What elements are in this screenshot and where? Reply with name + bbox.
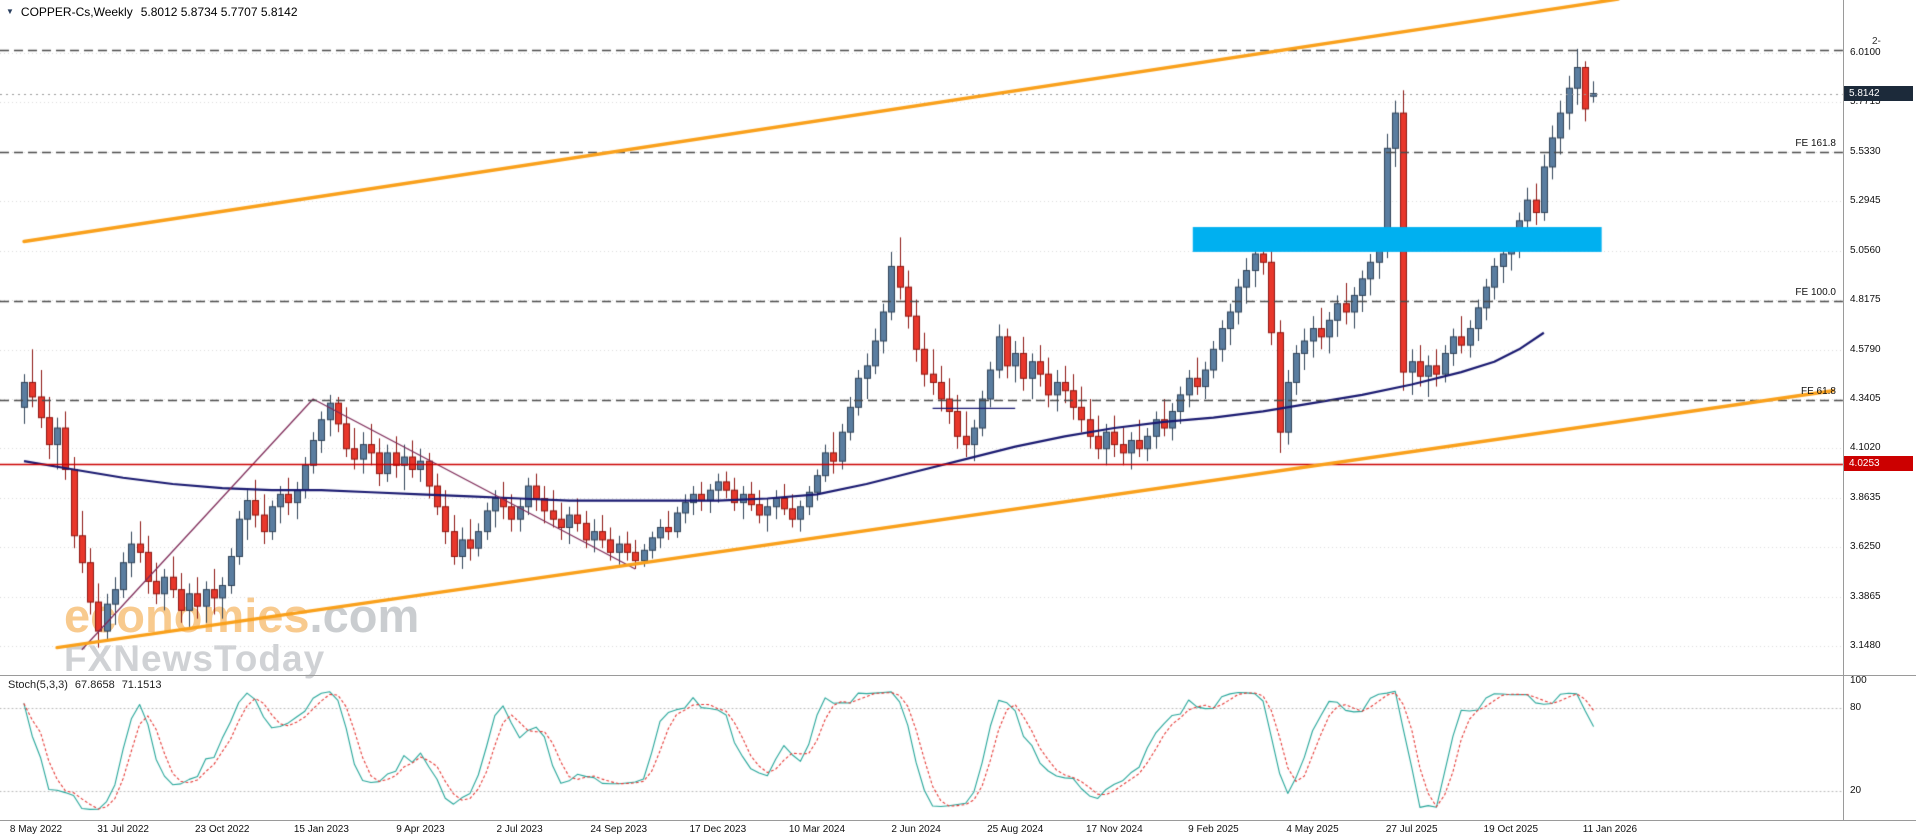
date-label: 2 Jun 2024 bbox=[891, 824, 941, 835]
current-price-badge: 5.8142 bbox=[1844, 85, 1913, 101]
indicator-value-signal: 71.1513 bbox=[121, 679, 162, 691]
price-axis[interactable] bbox=[1844, 0, 1916, 820]
chart-title: ▼ COPPER-Cs,Weekly 5.8012 5.8734 5.7707 5.… bbox=[6, 5, 298, 19]
date-label: 31 Jul 2022 bbox=[97, 824, 149, 835]
stoch-scale-label: 80 bbox=[1850, 702, 1862, 714]
price-tick-label: 3.6250 bbox=[1850, 541, 1881, 553]
date-label: 2 Jul 2023 bbox=[496, 824, 543, 835]
date-label: 9 Apr 2023 bbox=[396, 824, 445, 835]
fib-extension-label: FE 100.0 bbox=[1795, 287, 1836, 299]
indicator-label: Stoch(5,3,3) 67.8658 71.1513 bbox=[8, 679, 161, 691]
price-tick-label: 4.1020 bbox=[1850, 442, 1881, 454]
fib-extension-label: FE 161.8 bbox=[1795, 137, 1836, 149]
price-tick-label: 5.2945 bbox=[1850, 195, 1881, 207]
date-label: 17 Dec 2023 bbox=[689, 824, 747, 835]
price-axis-separator bbox=[1843, 0, 1844, 820]
indicator-value-main: 67.8658 bbox=[74, 679, 115, 691]
date-label: 15 Jan 2023 bbox=[293, 824, 349, 835]
date-label: 27 Jul 2025 bbox=[1385, 824, 1438, 835]
price-tick-label: 3.3865 bbox=[1850, 590, 1881, 602]
date-label: 17 Nov 2024 bbox=[1085, 824, 1143, 835]
stoch-scale-label: 20 bbox=[1850, 784, 1862, 796]
fib-extension-label: FE 61.8 bbox=[1800, 385, 1836, 397]
pane-separator bbox=[0, 675, 1916, 676]
hline-price-badge: 4.0253 bbox=[1844, 456, 1913, 472]
price-tick-label: 4.5790 bbox=[1850, 343, 1881, 355]
date-label: 23 Oct 2022 bbox=[194, 824, 250, 835]
price-tick-label: 5.0560 bbox=[1850, 244, 1881, 256]
date-label: 24 Sep 2023 bbox=[590, 824, 648, 835]
date-label: 19 Oct 2025 bbox=[1483, 824, 1539, 835]
date-axis-separator bbox=[0, 820, 1916, 821]
stoch-scale-label: 100 bbox=[1850, 675, 1867, 686]
price-tick-label: 3.8635 bbox=[1850, 491, 1881, 503]
price-tick-label: 4.8175 bbox=[1850, 294, 1881, 306]
price-tick-label: 6.0100 bbox=[1850, 47, 1881, 58]
symbol-name: COPPER-Cs,Weekly bbox=[20, 5, 133, 19]
date-label: 4 May 2025 bbox=[1286, 824, 1339, 835]
date-label: 11 Jan 2026 bbox=[1582, 824, 1638, 835]
indicator-name: Stoch(5,3,3) bbox=[8, 679, 68, 691]
date-label: 25 Aug 2024 bbox=[987, 824, 1044, 835]
price-tick-label: 5.7715 bbox=[1850, 96, 1881, 108]
ohlc-values: 5.8012 5.8734 5.7707 5.8142 bbox=[140, 5, 298, 19]
price-tick-label: 4.3405 bbox=[1850, 392, 1881, 404]
date-label: 9 Feb 2025 bbox=[1188, 824, 1239, 835]
price-tick-label: 3.1480 bbox=[1850, 640, 1881, 651]
partial-top-label: 2- bbox=[1872, 36, 1881, 47]
price-tick-label: 5.5330 bbox=[1850, 145, 1881, 157]
symbol-marker-icon: ▼ bbox=[6, 7, 14, 16]
date-label: 10 Mar 2024 bbox=[788, 824, 846, 835]
date-label: 8 May 2022 bbox=[9, 824, 63, 835]
